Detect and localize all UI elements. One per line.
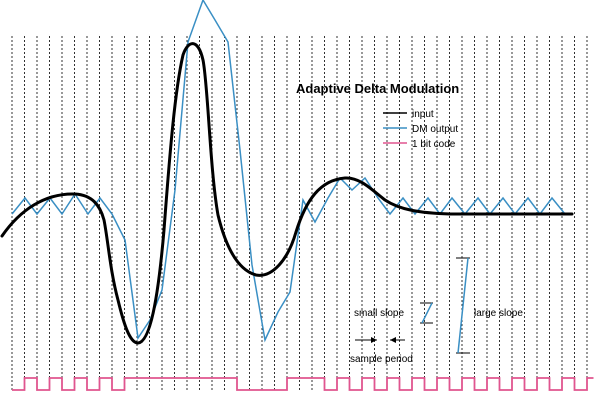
sample-period-annotation: sample period — [350, 337, 413, 365]
legend: input DM output 1 bit code — [383, 109, 458, 150]
sample-period-right-arrow — [390, 337, 396, 343]
diagram-title: Adaptive Delta Modulation — [296, 81, 459, 96]
sample-period-left-arrow — [371, 337, 377, 343]
large-slope-annotation: large slope — [456, 257, 523, 354]
small-slope-segment — [421, 302, 433, 324]
legend-label-input: input — [412, 109, 434, 120]
small-slope-annotation: small slope — [354, 302, 433, 324]
dm-output-line — [11, 0, 572, 343]
one-bit-code-path — [12, 377, 594, 391]
legend-label-dm-output: DM output — [412, 124, 458, 135]
large-slope-segment — [457, 257, 469, 354]
small-slope-label: small slope — [354, 308, 404, 319]
input-signal-line — [0, 42, 574, 345]
one-bit-code-wave — [12, 377, 594, 391]
large-slope-label: large slope — [474, 308, 523, 319]
legend-label-code: 1 bit code — [412, 139, 456, 150]
sample-period-label: sample period — [350, 354, 413, 365]
